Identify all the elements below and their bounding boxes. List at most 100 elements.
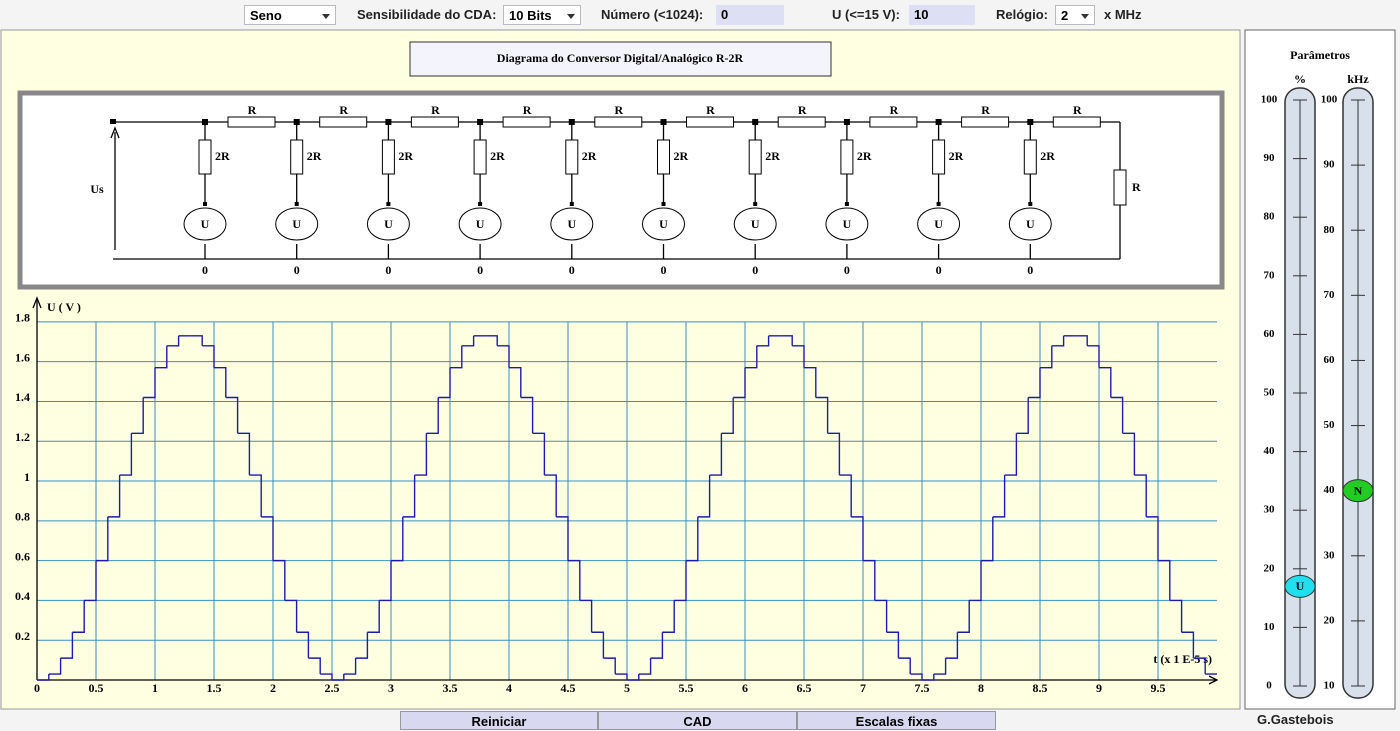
- voltage-source: [366, 207, 410, 241]
- number-input[interactable]: 0: [716, 5, 784, 25]
- slider-tick-label: 10: [1324, 680, 1336, 692]
- signal-step: [414, 433, 428, 476]
- series-resistor: [594, 116, 643, 128]
- voltage-source: [917, 207, 961, 241]
- voltage-source: [733, 207, 777, 241]
- shunt-resistor-label: 2R: [582, 149, 597, 163]
- workspace: Diagrama do Conversor Digital/Analógico …: [0, 29, 1396, 710]
- bit-label: 0: [477, 263, 483, 277]
- signal-step: [72, 600, 85, 633]
- dac-button[interactable]: CAD: [598, 711, 797, 730]
- bit-label: 0: [1027, 263, 1033, 277]
- signal-step: [674, 560, 687, 602]
- shunt-resistor: [565, 139, 579, 175]
- x-tick-label: 0.5: [89, 681, 104, 695]
- signal-step: [756, 335, 770, 347]
- signal-step: [379, 560, 392, 602]
- slider-tick-label: 90: [1264, 152, 1276, 164]
- fixed-scales-button[interactable]: Escalas fixas: [797, 711, 996, 730]
- voltage-input[interactable]: 10: [909, 5, 975, 25]
- shunt-resistor: [932, 139, 946, 175]
- series-resistor-label: R: [798, 103, 807, 117]
- x-tick-label: 7: [860, 681, 866, 695]
- voltage-source: [183, 207, 227, 241]
- signal-step: [709, 433, 723, 476]
- signal-step: [438, 367, 451, 399]
- y-tick-label: 1.8: [15, 311, 30, 325]
- bit-label: 0: [569, 263, 575, 277]
- signal-step: [1122, 432, 1136, 476]
- shunt-resistor: [657, 139, 670, 175]
- signal-step: [202, 345, 215, 368]
- node: [203, 202, 207, 206]
- signal-step: [839, 474, 852, 517]
- voltage-source-label: U: [384, 217, 393, 231]
- shunt-resistor: [473, 139, 487, 175]
- signal-step: [497, 345, 510, 368]
- signal-step: [60, 632, 74, 659]
- signal-step: [1051, 335, 1065, 347]
- slider-knob[interactable]: [1342, 479, 1374, 503]
- y-tick-label: 1.6: [15, 350, 30, 364]
- signal-step: [1040, 345, 1053, 369]
- bit-label: 0: [202, 263, 208, 277]
- slider-tick-label: 80: [1324, 224, 1336, 236]
- signal-step: [804, 366, 817, 398]
- signal-step: [945, 632, 959, 659]
- x-tick-label: 9: [1096, 681, 1102, 695]
- x-tick-label: 7.5: [915, 681, 930, 695]
- signal-step: [1075, 335, 1088, 346]
- series-resistor: [777, 116, 826, 128]
- slider-tick-label: 50: [1324, 419, 1336, 431]
- slider-tick-label: 70: [1264, 269, 1276, 281]
- slider-knob[interactable]: [1284, 574, 1316, 598]
- slider-tick-label: 90: [1324, 159, 1336, 171]
- bit-label: 0: [844, 263, 850, 277]
- diagram-title: Diagrama do Conversor Digital/Analógico …: [497, 51, 744, 65]
- signal-step: [627, 674, 640, 681]
- clock-label: Relógio:: [996, 7, 1048, 22]
- bit-label: 0: [661, 263, 667, 277]
- signal-step: [579, 599, 593, 633]
- signal-step: [355, 632, 369, 659]
- slider-tick-label: 30: [1324, 549, 1336, 561]
- signal-step: [992, 475, 1006, 518]
- signal-step: [662, 600, 675, 633]
- shunt-resistor: [290, 139, 304, 175]
- voltage-source-label: U: [567, 217, 576, 231]
- shunt-resistor-label: 2R: [307, 149, 322, 163]
- voltage-source-label: U: [751, 217, 760, 231]
- signal-step: [568, 559, 581, 601]
- voltage-source: [642, 207, 685, 241]
- slider-tick-label: 10: [1264, 621, 1276, 633]
- signal-step: [155, 345, 168, 369]
- signal-step: [1193, 657, 1206, 675]
- signal-step: [780, 335, 793, 346]
- signal-step: [1004, 433, 1018, 476]
- parameters-title: Parâmetros: [1290, 48, 1350, 62]
- signal-step: [237, 432, 251, 476]
- signal-step: [792, 345, 805, 368]
- x-tick-label: 0: [34, 681, 40, 695]
- signal-step: [343, 658, 357, 675]
- node: [386, 202, 391, 206]
- slider-unit: %: [1294, 72, 1306, 86]
- sensitivity-label: Sensibilidade do CDA:: [357, 7, 497, 22]
- shunt-resistor-label: 2R: [490, 149, 505, 163]
- signal-step: [721, 397, 734, 435]
- voltage-source-label: U: [659, 217, 668, 231]
- series-resistor-label: R: [1073, 103, 1082, 117]
- restart-button[interactable]: Reiniciar: [400, 711, 598, 730]
- signal-step: [981, 516, 994, 562]
- series-resistor-label: R: [523, 103, 532, 117]
- x-tick-label: 1: [152, 681, 158, 695]
- x-tick-label: 6: [742, 681, 748, 695]
- function-select[interactable]: Seno: [244, 5, 336, 25]
- signal-step: [697, 475, 711, 518]
- signal-step: [450, 345, 463, 369]
- slider-tick-label: 20: [1264, 562, 1276, 574]
- sensitivity-select[interactable]: 10 Bits: [503, 5, 581, 25]
- clock-select[interactable]: 2: [1055, 5, 1095, 25]
- signal-step: [745, 345, 758, 369]
